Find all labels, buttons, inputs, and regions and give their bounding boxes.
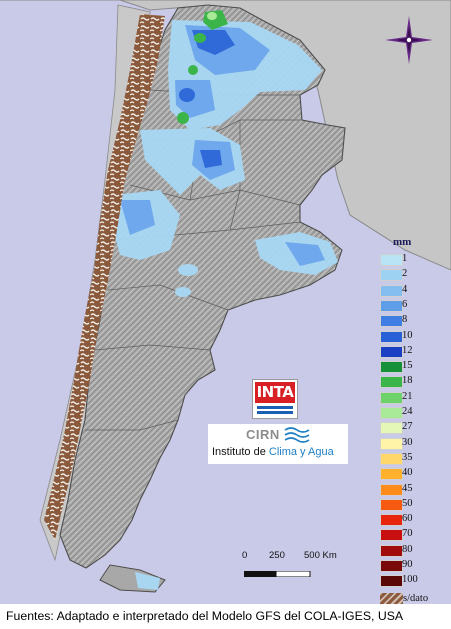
scale-label-500: 500 Km bbox=[304, 550, 337, 561]
legend-label: 21 bbox=[402, 390, 413, 402]
legend-entry: 50 bbox=[377, 497, 437, 511]
legend-entry: 12 bbox=[377, 344, 437, 358]
legend-label: 4 bbox=[402, 283, 408, 295]
legend-swatch bbox=[380, 391, 403, 404]
legend-label: 24 bbox=[402, 406, 413, 417]
legend-swatch bbox=[380, 498, 403, 511]
source-caption: Fuentes: Adaptado e interpretado del Mod… bbox=[6, 609, 404, 623]
cirn-logo-text: CIRN bbox=[246, 427, 280, 442]
legend-label: 35 bbox=[402, 451, 413, 463]
scale-label-0: 0 bbox=[242, 550, 248, 561]
water-waves-icon bbox=[284, 427, 310, 443]
legend-swatch bbox=[380, 437, 403, 450]
legend-swatch bbox=[380, 330, 403, 343]
legend-label: 8 bbox=[402, 314, 408, 326]
legend-swatch bbox=[380, 483, 403, 496]
legend-swatch bbox=[380, 345, 403, 358]
legend-label: 27 bbox=[402, 421, 413, 433]
footer: Fuentes: Adaptado e interpretado del Mod… bbox=[0, 604, 451, 629]
legend-swatch bbox=[380, 544, 403, 557]
legend-label: 90 bbox=[402, 559, 413, 570]
institute-name: Instituto de Clima y Agua bbox=[212, 446, 334, 458]
compass-rose-icon bbox=[385, 16, 433, 64]
legend-swatch bbox=[380, 315, 403, 328]
legend-entry: 6 bbox=[377, 298, 437, 312]
legend-entry: 45 bbox=[377, 482, 437, 496]
legend-swatch bbox=[380, 284, 403, 297]
nodata-strip bbox=[44, 14, 165, 540]
legend-entry: 80 bbox=[377, 543, 437, 557]
legend-swatch bbox=[380, 407, 403, 419]
legend-entry: 15 bbox=[377, 360, 437, 374]
legend-swatch bbox=[380, 269, 403, 282]
legend-entry: 24 bbox=[377, 406, 437, 419]
legend-label: 100 bbox=[402, 574, 418, 586]
legend-entry: 21 bbox=[377, 390, 437, 404]
legend-label: 1 bbox=[402, 253, 408, 264]
legend-label: 30 bbox=[402, 436, 413, 448]
legend-entry: 90 bbox=[377, 559, 437, 572]
legend-entry: 2 bbox=[377, 268, 437, 282]
legend-entry: 1 bbox=[377, 253, 437, 266]
cirn-logo: CIRN Instituto de Clima y Agua bbox=[208, 424, 348, 464]
legend-entry: 10 bbox=[377, 329, 437, 343]
legend-label: 70 bbox=[402, 528, 413, 540]
legend-swatch bbox=[380, 422, 403, 435]
legend-label: 15 bbox=[402, 360, 413, 372]
precipitation-map bbox=[0, 0, 451, 593]
legend-label: 50 bbox=[402, 497, 413, 509]
legend-swatch bbox=[380, 376, 403, 389]
legend-swatch bbox=[380, 575, 403, 588]
legend-swatch bbox=[380, 529, 403, 542]
legend-label: 60 bbox=[402, 513, 413, 525]
inta-logo: INTA bbox=[252, 379, 298, 419]
legend-swatch bbox=[380, 514, 403, 527]
legend-nodata-swatch bbox=[380, 592, 403, 606]
legend-label: 18 bbox=[402, 375, 413, 387]
scale-label-250: 250 bbox=[269, 550, 285, 561]
legend-label: 6 bbox=[402, 298, 408, 310]
legend-entry: 70 bbox=[377, 528, 437, 542]
legend-swatch bbox=[380, 299, 403, 312]
legend-nodata-label: s/dato bbox=[403, 592, 429, 604]
precip-lightgreen bbox=[207, 12, 217, 20]
legend-entry: 30 bbox=[377, 436, 437, 450]
legend-entry: 27 bbox=[377, 421, 437, 435]
legend-unit: mm bbox=[393, 236, 412, 248]
legend-swatch bbox=[380, 560, 403, 572]
legend-label: 80 bbox=[402, 543, 413, 555]
legend-entry: 8 bbox=[377, 314, 437, 328]
legend-entry: 35 bbox=[377, 451, 437, 465]
legend-swatch bbox=[380, 254, 403, 266]
legend-swatch bbox=[380, 468, 403, 481]
legend-entry: 100 bbox=[377, 574, 437, 588]
legend-label: 2 bbox=[402, 268, 408, 280]
neighbor-land bbox=[0, 0, 451, 271]
legend-label: 45 bbox=[402, 482, 413, 494]
inta-logo-text: INTA bbox=[256, 383, 294, 401]
scale-bar: 0 250 500 Km bbox=[242, 550, 337, 582]
legend-label: 40 bbox=[402, 467, 413, 479]
legend-entry: 4 bbox=[377, 283, 437, 297]
legend-entry: 18 bbox=[377, 375, 437, 389]
legend-entry: 60 bbox=[377, 513, 437, 527]
legend-label: 10 bbox=[402, 329, 413, 341]
legend-swatch bbox=[380, 452, 403, 465]
legend-entry: 40 bbox=[377, 467, 437, 481]
legend-label: 12 bbox=[402, 344, 413, 356]
legend-swatch bbox=[380, 361, 403, 374]
